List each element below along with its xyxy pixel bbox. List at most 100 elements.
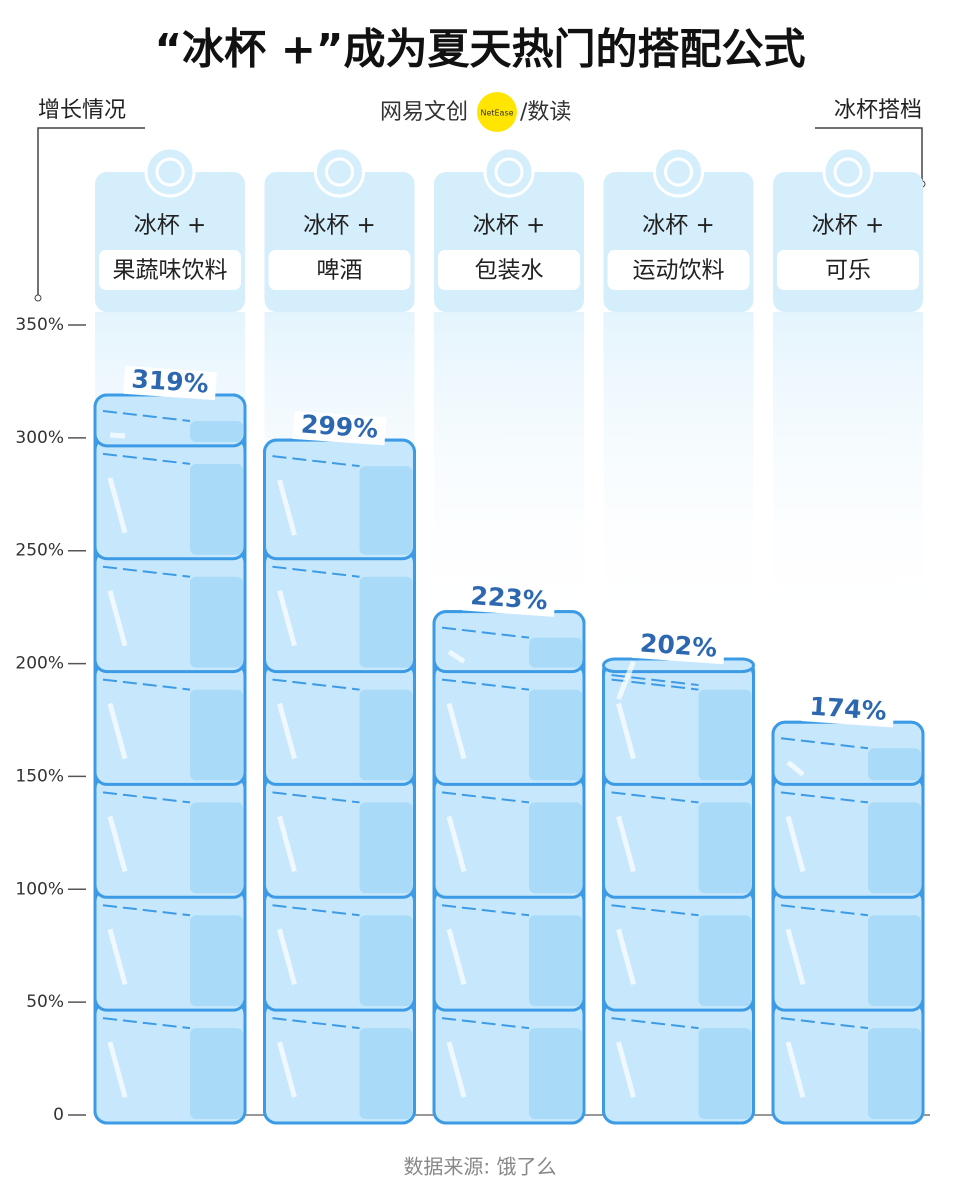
- cube-side: [529, 802, 582, 894]
- column-icon-inner: [494, 157, 524, 187]
- cube-shine: [107, 477, 128, 534]
- cube-edge: [102, 409, 191, 422]
- cube-shine: [446, 815, 467, 873]
- column-icon: [144, 146, 196, 198]
- value-label: 174%: [809, 692, 888, 726]
- cube-shine: [616, 928, 636, 985]
- value-label: 202%: [639, 628, 718, 662]
- cube-side: [190, 1028, 243, 1119]
- cube-edge: [272, 565, 360, 578]
- category-prefix: 冰杯 +: [642, 213, 715, 239]
- category-prefix: 冰杯 +: [303, 213, 376, 239]
- cube-edge: [102, 791, 191, 804]
- x-axis-label: 冰杯搭档: [834, 98, 922, 123]
- cube-side: [190, 576, 243, 668]
- cube-shine: [277, 702, 297, 760]
- cube-edge: [780, 791, 869, 804]
- cube-side: [529, 1028, 582, 1119]
- column-fade: [773, 312, 923, 642]
- cube-side: [359, 915, 413, 1007]
- column-icon: [483, 146, 535, 198]
- y-tick-label: 350%: [15, 315, 64, 335]
- column-fade: [603, 312, 754, 642]
- cube-edge: [441, 1017, 530, 1030]
- cube-shine: [616, 1041, 636, 1098]
- x-label-line: [815, 127, 923, 183]
- cube-shine: [109, 432, 126, 439]
- cube-edge: [441, 678, 530, 691]
- brand-suffix: /数读: [520, 100, 571, 125]
- category-box: [438, 250, 580, 290]
- cube-edge: [272, 904, 360, 917]
- cube-shine: [107, 590, 128, 647]
- cube-shine: [446, 1041, 467, 1098]
- cube-side: [698, 915, 752, 1007]
- column-icon: [822, 146, 874, 198]
- cube-shine: [277, 1041, 297, 1098]
- y-label-line: [37, 127, 145, 297]
- brand-logo: NetEase: [480, 109, 513, 118]
- value-label-bg: [631, 629, 726, 665]
- cube-side: [190, 420, 243, 442]
- brand-logo-circle: [477, 92, 517, 132]
- column-icon-inner: [325, 157, 354, 187]
- cube-edge: [780, 904, 869, 917]
- cube-shine: [616, 660, 636, 700]
- cube-side: [190, 689, 243, 781]
- cube-shine: [785, 928, 806, 985]
- cube-edge: [272, 455, 360, 468]
- cube-edge: [272, 678, 360, 691]
- cube-shine: [277, 928, 297, 985]
- category-box: [777, 250, 919, 290]
- category-label: 果蔬味饮料: [113, 258, 228, 284]
- cube-edge: [611, 678, 699, 691]
- category-prefix: 冰杯 +: [473, 213, 546, 239]
- cube-side: [359, 1028, 413, 1119]
- cube-edge: [441, 791, 530, 804]
- cube-edge: [102, 904, 191, 917]
- value-label-bg: [801, 693, 895, 728]
- cube-edge: [102, 678, 191, 691]
- cube-edge: [441, 626, 530, 639]
- column-icon: [314, 146, 365, 198]
- y-tick-label: 250%: [15, 541, 64, 561]
- cube-side: [868, 1028, 921, 1119]
- cube-shine: [786, 760, 805, 777]
- cube-edge: [611, 674, 699, 687]
- cube-side: [529, 915, 582, 1007]
- cube-edge: [272, 791, 360, 804]
- cube-side: [190, 802, 243, 894]
- category-prefix: 冰杯 +: [812, 213, 885, 239]
- cube-side: [868, 748, 921, 781]
- cube-shine: [277, 590, 297, 647]
- cube-side: [529, 689, 582, 781]
- column-icon-inner: [155, 157, 185, 187]
- cube-side: [698, 1028, 752, 1119]
- column-icon-inner: [664, 157, 693, 187]
- y-tick-label: 50%: [26, 992, 64, 1012]
- chart-title: “冰杯 +”成为夏天热门的搭配公式: [154, 25, 805, 74]
- cube-edge: [441, 904, 530, 917]
- cube-shine: [277, 479, 297, 536]
- column-icon-inner: [833, 157, 863, 187]
- cube-side: [190, 915, 243, 1007]
- cube-shine: [785, 815, 806, 873]
- category-label: 包装水: [475, 258, 544, 284]
- cube-shine: [616, 815, 636, 873]
- y-tick-label: 150%: [15, 766, 64, 786]
- cube-side: [359, 802, 413, 894]
- category-box: [268, 250, 411, 290]
- cube-shine: [277, 815, 297, 873]
- cube-edge: [611, 791, 699, 804]
- category-prefix: 冰杯 +: [134, 213, 207, 239]
- cube-edge: [102, 565, 191, 578]
- cube-shine: [107, 702, 128, 760]
- category-label: 运动饮料: [633, 258, 725, 284]
- cube-edge: [780, 737, 869, 750]
- cube-edge: [102, 452, 191, 465]
- category-box: [607, 250, 750, 290]
- cube-side: [359, 466, 413, 555]
- value-label-bg: [462, 582, 556, 617]
